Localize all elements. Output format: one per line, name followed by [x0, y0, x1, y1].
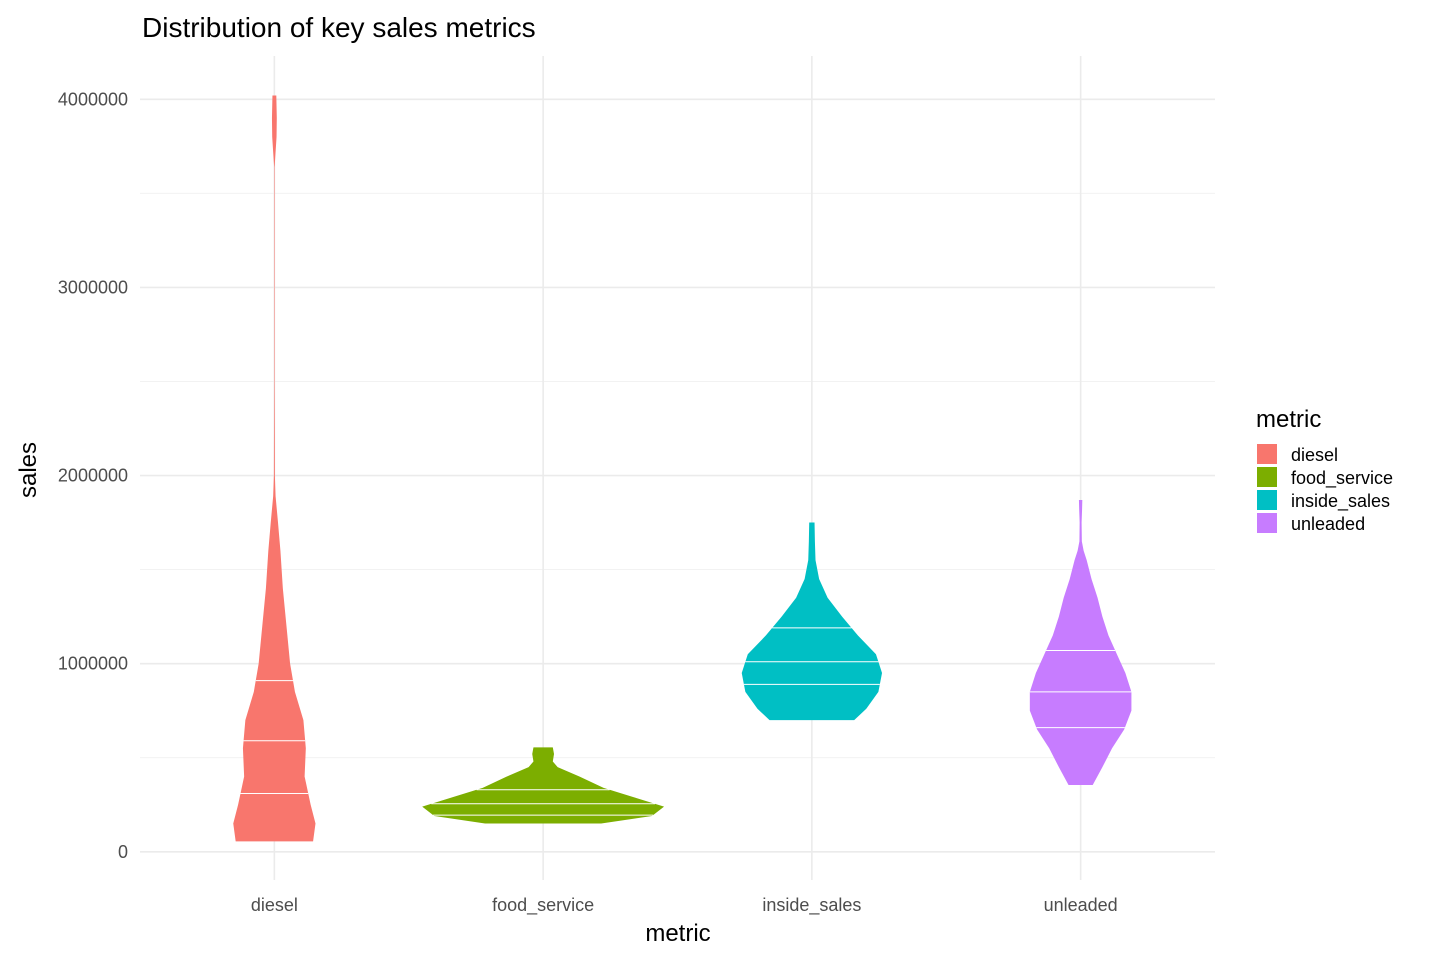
y-axis-ticks: 0 1000000 2000000 3000000 4000000: [58, 89, 128, 862]
legend-swatch-unleaded: [1257, 513, 1277, 533]
y-tick-label: 3000000: [58, 277, 128, 297]
legend-label-diesel: diesel: [1291, 445, 1338, 465]
y-axis-title: sales: [15, 442, 42, 498]
violin-inside_sales: [741, 522, 883, 721]
x-tick-label: unleaded: [1044, 895, 1118, 915]
legend-label-food_service: food_service: [1291, 468, 1393, 489]
violin-unleaded: [1029, 499, 1132, 785]
x-axis-title: metric: [645, 920, 710, 947]
y-tick-label: 2000000: [58, 466, 128, 486]
y-tick-label: 4000000: [58, 89, 128, 109]
legend-label-inside_sales: inside_sales: [1291, 491, 1390, 512]
legend-swatch-inside_sales: [1257, 490, 1277, 510]
legend-label-unleaded: unleaded: [1291, 514, 1365, 534]
legend-swatch-food_service: [1257, 467, 1277, 487]
legend-swatch-diesel: [1257, 444, 1277, 464]
x-axis-ticks: diesel food_service inside_sales unleaded: [251, 895, 1118, 916]
x-tick-label: food_service: [492, 895, 594, 916]
x-tick-label: inside_sales: [762, 895, 861, 916]
x-tick-label: diesel: [251, 895, 298, 915]
violin-diesel: [233, 95, 316, 842]
violin-food_service: [422, 747, 665, 824]
chart-title: Distribution of key sales metrics: [142, 12, 536, 43]
legend-title: metric: [1256, 406, 1321, 433]
y-tick-label: 1000000: [58, 654, 128, 674]
violins: [233, 95, 1132, 842]
y-tick-label: 0: [118, 842, 128, 862]
legend: metric diesel food_serviceinside_salesunl…: [1256, 406, 1393, 534]
